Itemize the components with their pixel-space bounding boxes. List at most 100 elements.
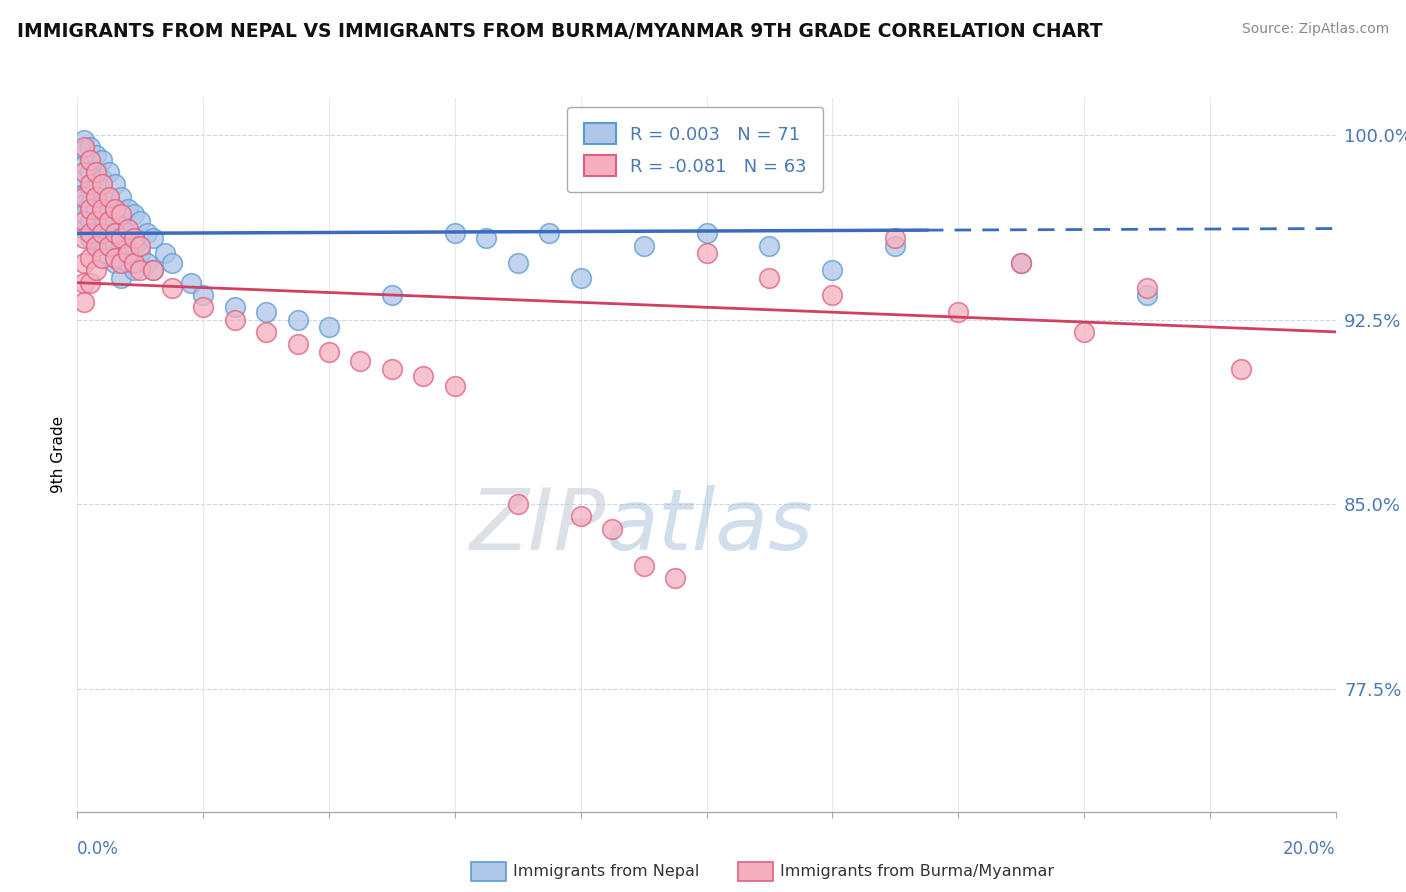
Point bbox=[117, 202, 139, 216]
Point bbox=[104, 251, 127, 265]
Point bbox=[72, 256, 94, 270]
Point bbox=[758, 270, 780, 285]
Point bbox=[135, 227, 157, 241]
Point bbox=[1136, 288, 1159, 302]
Point bbox=[506, 256, 529, 270]
Point bbox=[110, 270, 132, 285]
Point bbox=[79, 202, 101, 216]
Point bbox=[821, 263, 844, 277]
Point bbox=[412, 369, 434, 384]
Point bbox=[79, 227, 101, 241]
Point bbox=[79, 140, 101, 154]
Point bbox=[72, 187, 94, 202]
Point bbox=[191, 288, 215, 302]
Point bbox=[72, 295, 94, 310]
Point bbox=[91, 202, 114, 216]
Point bbox=[72, 189, 94, 203]
Point bbox=[224, 312, 246, 326]
Point bbox=[117, 256, 139, 270]
Point bbox=[91, 227, 114, 241]
Point bbox=[79, 153, 101, 167]
Point bbox=[254, 325, 277, 339]
Point bbox=[122, 231, 145, 245]
Point bbox=[110, 207, 132, 221]
Point bbox=[79, 153, 101, 167]
Point bbox=[97, 165, 120, 179]
Point bbox=[475, 231, 498, 245]
Point bbox=[104, 227, 127, 241]
Point bbox=[318, 320, 340, 334]
Point bbox=[84, 214, 107, 228]
Point bbox=[72, 133, 94, 147]
Point bbox=[569, 509, 592, 524]
Point bbox=[287, 337, 309, 351]
Point bbox=[1136, 280, 1159, 294]
Point bbox=[884, 231, 907, 245]
Point bbox=[84, 239, 107, 253]
Point bbox=[84, 165, 107, 179]
Point bbox=[79, 251, 101, 265]
Point bbox=[129, 246, 152, 260]
Point bbox=[110, 214, 132, 228]
Text: atlas: atlas bbox=[606, 484, 814, 568]
Point bbox=[91, 221, 114, 235]
Point bbox=[129, 263, 152, 277]
Point bbox=[84, 239, 107, 253]
Point bbox=[79, 182, 101, 196]
Text: Immigrants from Burma/Myanmar: Immigrants from Burma/Myanmar bbox=[780, 864, 1054, 879]
Point bbox=[696, 246, 718, 260]
Point bbox=[349, 354, 371, 368]
Text: Source: ZipAtlas.com: Source: ZipAtlas.com bbox=[1241, 22, 1389, 37]
Point bbox=[129, 214, 152, 228]
Point bbox=[79, 165, 101, 179]
Point bbox=[117, 246, 139, 260]
Point bbox=[72, 165, 94, 179]
Point bbox=[821, 288, 844, 302]
Point bbox=[97, 189, 120, 203]
Point bbox=[72, 140, 94, 154]
Point bbox=[117, 227, 139, 241]
Point bbox=[97, 214, 120, 228]
Point bbox=[696, 227, 718, 241]
Point bbox=[91, 246, 114, 260]
Point bbox=[1230, 361, 1253, 376]
Point bbox=[117, 221, 139, 235]
Point bbox=[884, 239, 907, 253]
Point bbox=[72, 214, 94, 228]
Point bbox=[97, 239, 120, 253]
Point bbox=[84, 189, 107, 203]
Point bbox=[97, 214, 120, 228]
Point bbox=[444, 227, 467, 241]
Point bbox=[110, 239, 132, 253]
Point bbox=[84, 182, 107, 196]
Point bbox=[1073, 325, 1095, 339]
Point bbox=[1010, 256, 1032, 270]
Point bbox=[664, 571, 686, 585]
Point bbox=[72, 197, 94, 211]
Point bbox=[97, 189, 120, 203]
Point bbox=[104, 227, 127, 241]
Point bbox=[79, 197, 101, 211]
Point bbox=[110, 189, 132, 203]
Point bbox=[104, 202, 127, 216]
Point bbox=[538, 227, 561, 241]
Point bbox=[72, 143, 94, 157]
Point bbox=[97, 239, 120, 253]
Legend: R = 0.003   N = 71, R = -0.081   N = 63: R = 0.003 N = 71, R = -0.081 N = 63 bbox=[567, 107, 824, 192]
Point bbox=[79, 231, 101, 245]
Y-axis label: 9th Grade: 9th Grade bbox=[51, 417, 66, 493]
Point bbox=[191, 300, 215, 314]
Point bbox=[506, 497, 529, 511]
Point bbox=[84, 221, 107, 235]
Point bbox=[72, 231, 94, 245]
Point bbox=[155, 246, 177, 260]
Point bbox=[72, 221, 94, 235]
Point bbox=[91, 251, 114, 265]
Point bbox=[72, 157, 94, 171]
Point bbox=[381, 288, 404, 302]
Point bbox=[122, 256, 145, 270]
Point bbox=[79, 276, 101, 290]
Point bbox=[122, 207, 145, 221]
Point bbox=[160, 256, 183, 270]
Point bbox=[287, 312, 309, 326]
